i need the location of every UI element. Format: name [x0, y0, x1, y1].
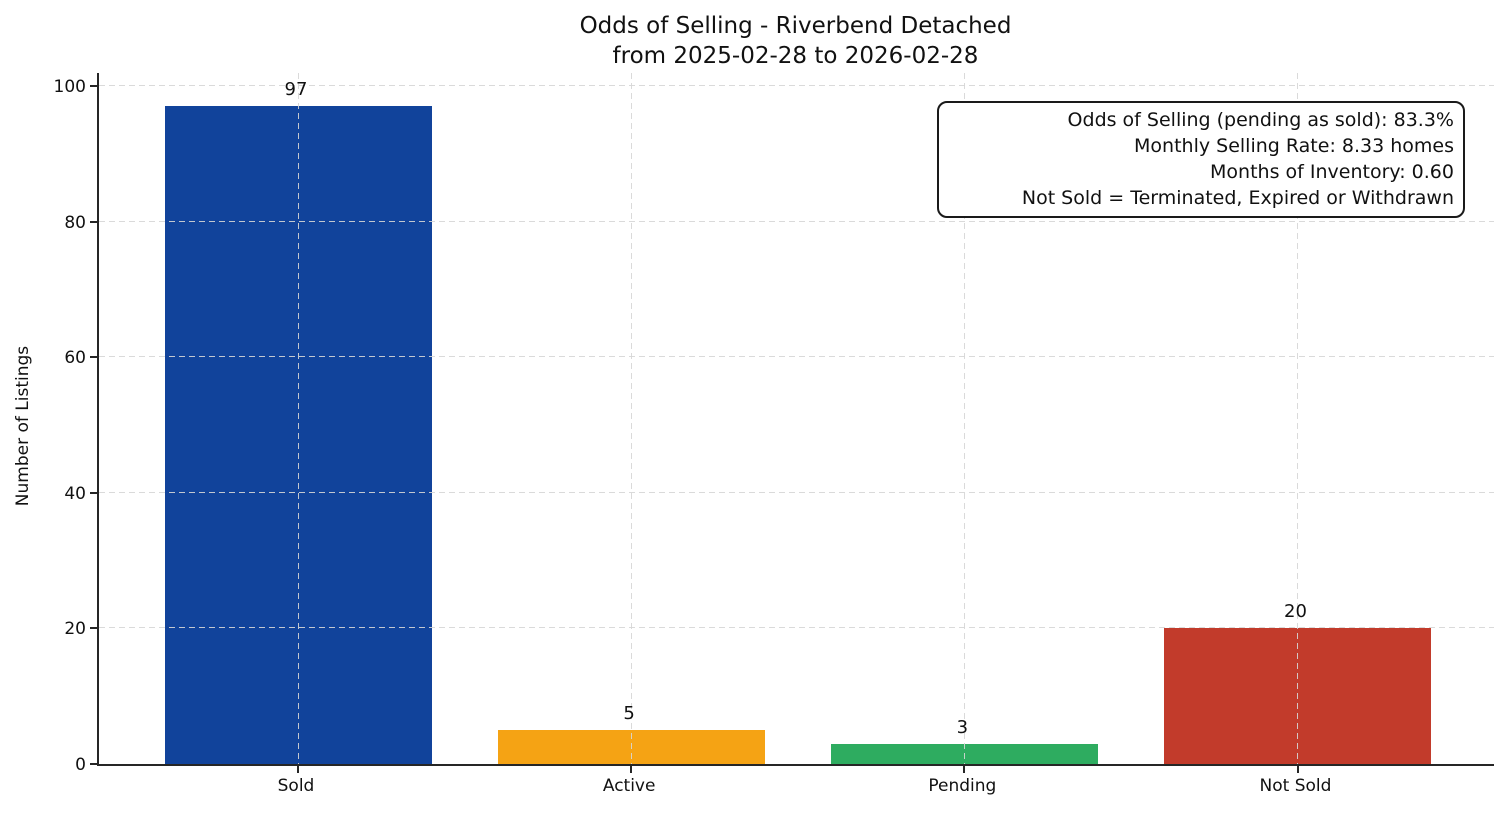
xtick-label-not-sold: Not Sold [1259, 776, 1332, 796]
chart-title-block: Odds of Selling - Riverbend Detached fro… [97, 11, 1494, 71]
bar-value-label-sold: 97 [284, 79, 308, 100]
gridline-y-20 [99, 627, 1494, 629]
annotation-line-not-sold-definition: Not Sold = Terminated, Expired or Withdr… [1021, 187, 1454, 209]
ytick-mark-40 [90, 491, 97, 494]
ytick-mark-100 [90, 85, 97, 87]
plot-area: Odds of Selling (pending as sold): 83.3%… [90, 73, 1494, 773]
xtick-label-active: Active [602, 776, 656, 796]
gridline-y-80 [99, 220, 1494, 222]
gridline-x-not-sold [1297, 73, 1298, 764]
chart-subtitle: from 2025-02-28 to 2026-02-28 [612, 43, 979, 69]
annotation-box: Odds of Selling (pending as sold): 83.3%… [937, 101, 1465, 218]
gridline-x-sold [297, 73, 299, 764]
xtick-label-sold: Sold [277, 776, 315, 796]
ytick-mark-0 [90, 763, 97, 765]
annotation-line-monthly-rate: Monthly Selling Rate: 8.33 homes [1134, 135, 1454, 157]
bar-value-label-not-sold: 20 [1284, 601, 1307, 622]
annotation-line-odds: Odds of Selling (pending as sold): 83.3% [1067, 109, 1454, 131]
gridline-y-60 [99, 356, 1494, 358]
chart-title: Odds of Selling - Riverbend Detached [579, 13, 1012, 39]
ytick-label-40: 40 [64, 483, 86, 504]
gridline-y-40 [99, 491, 1494, 493]
xtick-mark-not-sold [1296, 766, 1299, 773]
ytick-label-0: 0 [75, 755, 86, 775]
xtick-mark-active [630, 766, 633, 773]
ytick-label-60: 60 [64, 348, 86, 369]
xtick-mark-sold [297, 766, 299, 773]
bar-value-label-active: 5 [623, 703, 635, 724]
ytick-label-20: 20 [64, 619, 86, 640]
xtick-mark-pending [963, 766, 966, 773]
ytick-label-100: 100 [53, 77, 86, 97]
xtick-label-pending: Pending [928, 776, 997, 796]
ytick-mark-20 [90, 627, 97, 630]
bar-value-label-pending: 3 [956, 717, 969, 738]
gridline-x-active [630, 73, 632, 764]
ytick-mark-60 [90, 356, 97, 359]
annotation-line-months-inventory: Months of Inventory: 0.60 [1210, 161, 1454, 183]
ytick-mark-80 [90, 220, 97, 223]
gridline-x-pending [963, 73, 965, 764]
ytick-label-80: 80 [64, 212, 86, 233]
gridline-y-100 [99, 85, 1494, 86]
